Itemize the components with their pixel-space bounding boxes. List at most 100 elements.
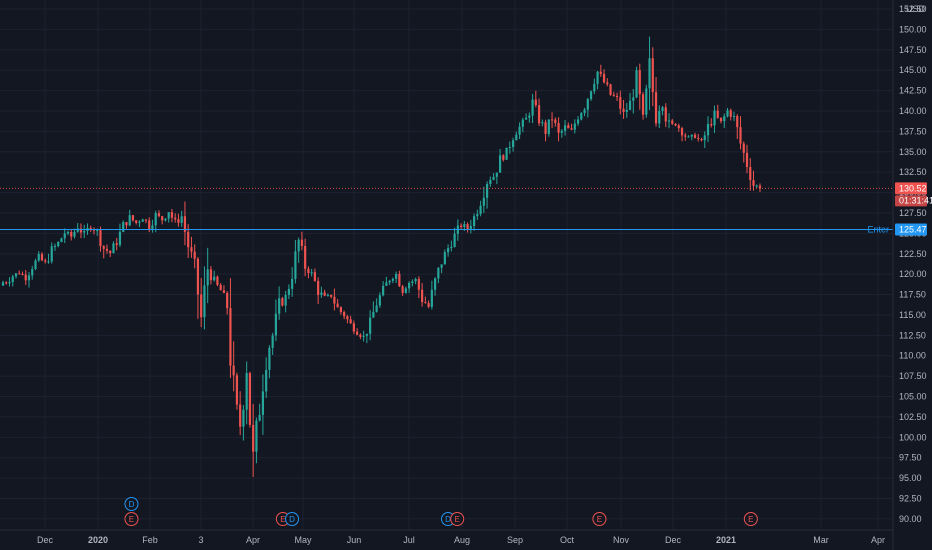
candle[interactable] [63, 228, 66, 244]
candle[interactable] [125, 221, 128, 229]
earnings-event[interactable]: E [743, 512, 758, 526]
candle[interactable] [235, 372, 239, 410]
candle[interactable] [550, 112, 554, 129]
candle[interactable] [437, 267, 440, 284]
candle[interactable] [677, 123, 680, 132]
candle[interactable] [453, 227, 456, 248]
candle[interactable] [557, 117, 560, 142]
candle[interactable] [300, 231, 304, 251]
candle[interactable] [615, 92, 619, 102]
candle[interactable] [758, 183, 762, 193]
candle[interactable] [343, 310, 346, 320]
candle[interactable] [47, 253, 50, 264]
candle[interactable] [79, 223, 83, 239]
candle[interactable] [278, 286, 281, 320]
candle[interactable] [700, 137, 703, 142]
candle[interactable] [593, 78, 596, 95]
time-axis[interactable]: Dec 2020 Feb 3 Apr May Jun Jul Aug Sep Oct Nov Dec 20… [37, 535, 885, 545]
candle[interactable] [680, 126, 684, 142]
candle[interactable] [537, 98, 541, 127]
candle[interactable] [586, 97, 589, 118]
candle[interactable] [1, 280, 5, 286]
candle[interactable] [320, 286, 323, 298]
candle[interactable] [245, 361, 248, 425]
candle[interactable] [287, 284, 291, 300]
candle[interactable] [723, 113, 726, 129]
candle[interactable] [83, 224, 86, 239]
candle[interactable] [625, 103, 628, 118]
candle[interactable] [339, 306, 342, 315]
candle[interactable] [690, 134, 693, 141]
candle[interactable] [749, 158, 752, 191]
candle[interactable] [27, 272, 31, 288]
candle[interactable] [421, 283, 424, 307]
candle[interactable] [232, 341, 235, 392]
candle[interactable] [635, 66, 638, 99]
candle[interactable] [297, 237, 300, 263]
candle[interactable] [518, 122, 521, 140]
candle[interactable] [281, 296, 284, 307]
candle[interactable] [580, 112, 583, 121]
candle[interactable] [382, 281, 385, 297]
candle[interactable] [161, 215, 164, 225]
candle[interactable] [294, 239, 297, 284]
candle[interactable] [531, 93, 534, 124]
candle[interactable] [472, 213, 476, 231]
candle[interactable] [752, 170, 755, 191]
candle[interactable] [167, 211, 170, 223]
candle[interactable] [459, 223, 463, 231]
candle[interactable] [524, 113, 528, 120]
candle[interactable] [190, 236, 193, 258]
candle[interactable] [18, 270, 21, 275]
candle[interactable] [219, 282, 222, 291]
candle[interactable] [398, 270, 401, 288]
candle[interactable] [180, 210, 183, 227]
candle[interactable] [388, 279, 391, 286]
candle[interactable] [248, 371, 252, 428]
candle[interactable] [31, 265, 34, 280]
candle[interactable] [469, 219, 472, 234]
candle[interactable] [476, 209, 479, 220]
candle[interactable] [411, 279, 414, 287]
candle[interactable] [209, 266, 213, 285]
candle[interactable] [395, 271, 398, 284]
candle[interactable] [674, 123, 677, 127]
candle[interactable] [544, 119, 547, 142]
candle[interactable] [213, 270, 216, 282]
candle[interactable] [14, 272, 18, 279]
candle[interactable] [408, 281, 411, 293]
candle[interactable] [560, 129, 563, 138]
candle[interactable] [170, 209, 174, 223]
candle[interactable] [203, 266, 206, 330]
candle[interactable] [362, 330, 365, 342]
candle[interactable] [567, 122, 570, 129]
candle[interactable] [313, 268, 316, 282]
candle[interactable] [229, 278, 232, 378]
candle[interactable] [713, 105, 716, 134]
candle[interactable] [333, 288, 336, 311]
candle[interactable] [135, 220, 138, 225]
candle[interactable] [602, 69, 606, 84]
candle[interactable] [726, 107, 729, 118]
candle[interactable] [736, 114, 739, 140]
candles[interactable] [1, 36, 762, 477]
candle[interactable] [291, 267, 294, 297]
candle[interactable] [641, 91, 645, 120]
events[interactable]: DE E D D E E E [124, 497, 758, 526]
candle[interactable] [157, 210, 161, 218]
candle[interactable] [239, 391, 242, 436]
candle[interactable] [485, 181, 489, 209]
candle[interactable] [21, 271, 24, 276]
candle[interactable] [44, 258, 47, 264]
candle[interactable] [547, 119, 550, 137]
candle[interactable] [193, 244, 196, 269]
candle[interactable] [612, 91, 615, 97]
candle[interactable] [50, 242, 53, 264]
earnings-event[interactable]: E [450, 512, 465, 526]
candle[interactable] [638, 63, 641, 110]
candle[interactable] [563, 120, 567, 136]
candle[interactable] [739, 116, 742, 150]
candle[interactable] [528, 112, 531, 123]
candle[interactable] [447, 244, 450, 257]
candle[interactable] [466, 222, 469, 233]
